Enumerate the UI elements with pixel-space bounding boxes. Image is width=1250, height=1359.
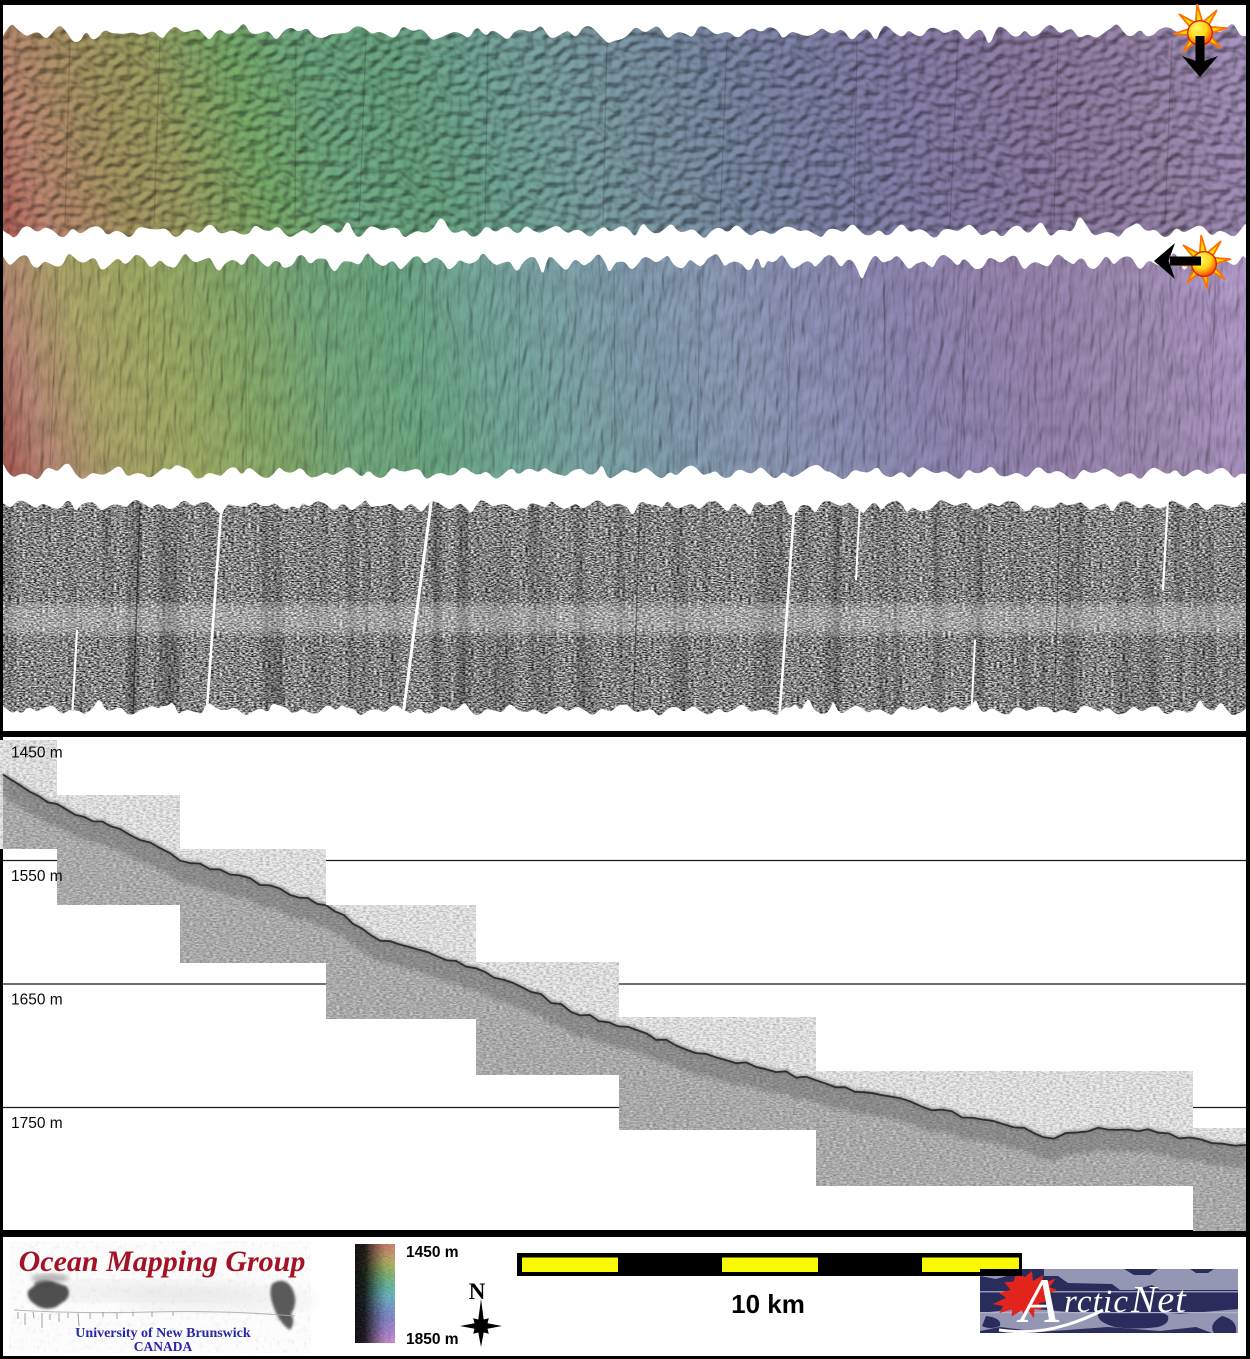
svg-text:rctic: rctic [1064,1284,1129,1320]
svg-text:1750 m: 1750 m [11,1115,63,1132]
svg-text:1650 m: 1650 m [11,992,63,1009]
svg-text:1450 m: 1450 m [406,1244,459,1261]
svg-text:A: A [1016,1265,1060,1336]
svg-text:1450 m: 1450 m [11,745,63,762]
svg-text:10 km: 10 km [731,1289,805,1319]
svg-text:Net: Net [1130,1279,1187,1321]
svg-text:1850 m: 1850 m [406,1331,459,1348]
svg-text:CANADA: CANADA [134,1339,193,1354]
svg-text:1550 m: 1550 m [11,868,63,885]
svg-text:Ocean Mapping Group: Ocean Mapping Group [19,1245,306,1278]
svg-text:N: N [469,1279,486,1304]
svg-text:University of New Brunswick: University of New Brunswick [75,1326,251,1341]
